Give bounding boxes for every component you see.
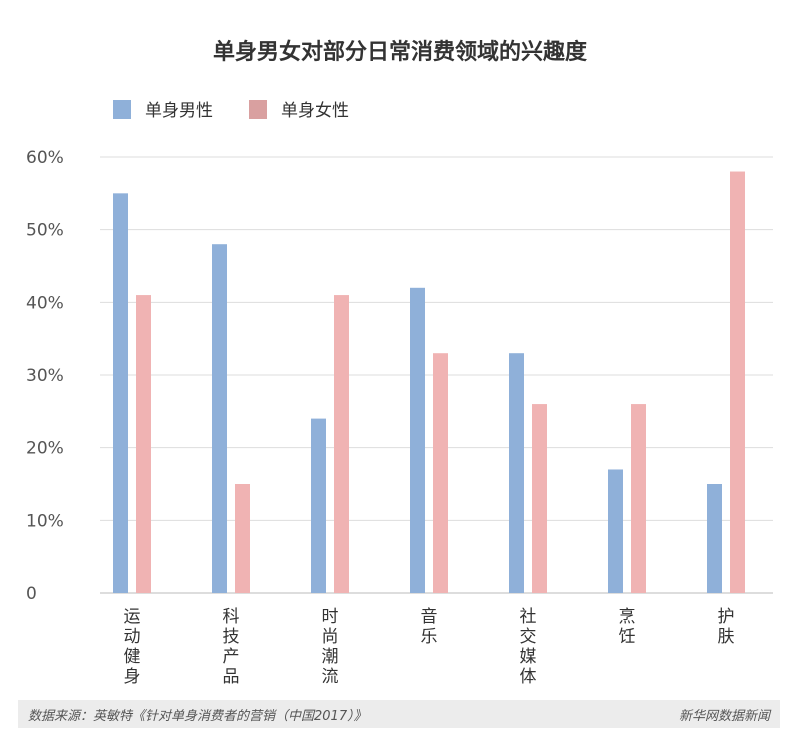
x-category-label: 音乐 — [421, 607, 438, 647]
x-category-label: 时尚潮流 — [322, 607, 339, 687]
bar — [136, 295, 151, 593]
chart: 单身男女对部分日常消费领域的兴趣度 单身男性 单身女性 0 10% 20% 30% 40%… — [26, 39, 773, 687]
bar — [707, 484, 722, 593]
bar — [113, 193, 128, 594]
legend: 单身男性 单身女性 — [113, 100, 349, 121]
bar — [532, 404, 547, 593]
source-note: 数据来源：英敏特《针对单身消费者的营销（中国2017）》 — [28, 708, 367, 724]
bar — [608, 469, 623, 593]
y-tick-label: 50% — [26, 221, 64, 241]
legend-swatch — [249, 100, 267, 119]
bar — [410, 287, 425, 593]
legend-swatch — [113, 100, 131, 119]
y-tick-label: 30% — [26, 366, 64, 386]
y-tick-label: 10% — [26, 511, 64, 531]
bar — [509, 353, 524, 593]
legend-label: 单身男性 — [145, 101, 213, 121]
footer: 数据来源：英敏特《针对单身消费者的营销（中国2017）》 新华网数据新闻 — [18, 700, 780, 728]
y-tick-label: 0 — [26, 584, 37, 604]
y-tick-label: 20% — [26, 439, 64, 459]
x-category-label: 社交媒体 — [520, 607, 537, 687]
legend-label: 单身女性 — [281, 101, 349, 121]
bar — [311, 418, 326, 593]
y-tick-label: 60% — [26, 148, 64, 168]
x-category-label: 烹饪 — [619, 606, 636, 647]
bar — [212, 244, 227, 593]
bar — [433, 353, 448, 593]
x-category-label: 护肤 — [718, 607, 735, 647]
bar — [334, 295, 349, 593]
bar — [235, 484, 250, 593]
x-category-label: 科技产品 — [223, 607, 240, 687]
x-axis-categories: 运动健身 科技产品 时尚潮流 音乐 社交媒体 烹饪 护肤 — [124, 606, 735, 687]
bar — [631, 404, 646, 593]
y-tick-label: 40% — [26, 293, 64, 313]
chart-title: 单身男女对部分日常消费领域的兴趣度 — [213, 39, 588, 65]
bars — [113, 171, 745, 594]
brand-label: 新华网数据新闻 — [678, 708, 770, 724]
y-axis-ticks: 0 10% 20% 30% 40% 50% 60% — [26, 148, 64, 604]
bar — [730, 171, 745, 594]
x-category-label: 运动健身 — [124, 607, 141, 687]
